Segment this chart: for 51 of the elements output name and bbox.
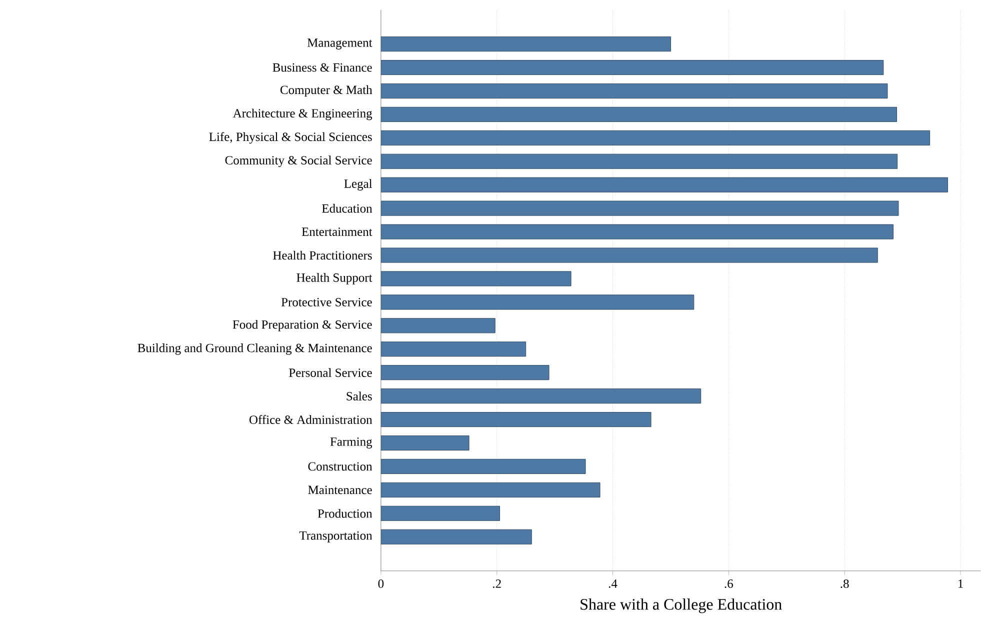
bar [380, 436, 470, 451]
y-tick-label: Transportation [299, 531, 372, 542]
bar [380, 458, 586, 474]
bar [380, 482, 600, 498]
bar [380, 177, 948, 192]
y-tick-label: Management [307, 38, 372, 50]
bar [380, 248, 878, 263]
bar [380, 224, 894, 240]
y-tick-label: Business & Finance [272, 63, 372, 72]
y-tick-label: Education [322, 204, 372, 213]
x-tick-label: 1 [958, 580, 963, 588]
y-tick-label: Production [318, 509, 372, 518]
bar [380, 365, 550, 380]
x-tick-label: .2 [492, 580, 501, 588]
y-tick-label: Health Support [296, 273, 372, 284]
y-tick-label: Protective Service [281, 298, 372, 306]
x-axis-title: Share with a College Education [580, 598, 782, 614]
bar [380, 200, 899, 216]
bar [380, 106, 898, 122]
bar [380, 318, 496, 334]
bar [380, 529, 532, 544]
y-tick-label: Building and Ground Cleaning & Maintenance [138, 343, 372, 355]
y-tick-label: Community & Social Service [225, 156, 372, 168]
bar [380, 84, 888, 99]
bar [380, 412, 652, 428]
y-tick-label: Farming [330, 438, 372, 449]
y-tick-label: Computer & Math [280, 85, 372, 97]
bar [380, 271, 572, 286]
bar [380, 36, 671, 52]
bar [380, 388, 702, 404]
y-tick-label: Maintenance [308, 486, 372, 494]
y-tick-label: Legal [344, 179, 372, 191]
x-tick-label: 0 [378, 580, 384, 588]
bar [380, 294, 694, 310]
y-tick-label: Sales [346, 392, 372, 401]
y-tick-label: Architecture & Engineering [232, 108, 372, 120]
bar [380, 60, 884, 76]
y-tick-label: Food Preparation & Service [232, 320, 372, 332]
y-tick-label: Construction [308, 462, 372, 471]
bar [380, 342, 526, 357]
y-tick-label: Office & Administration [249, 415, 372, 424]
y-tick-label: Health Practitioners [273, 250, 372, 260]
y-tick-label: Life, Physical & Social Sciences [209, 132, 372, 144]
y-tick-label: Entertainment [302, 228, 372, 236]
bar [380, 506, 500, 521]
bar [380, 130, 930, 146]
x-tick-label: .4 [608, 580, 618, 588]
x-tick-label: .6 [724, 580, 733, 588]
bar [380, 154, 898, 169]
y-tick-label: Personal Service [289, 368, 372, 378]
x-tick-label: .8 [840, 580, 849, 588]
